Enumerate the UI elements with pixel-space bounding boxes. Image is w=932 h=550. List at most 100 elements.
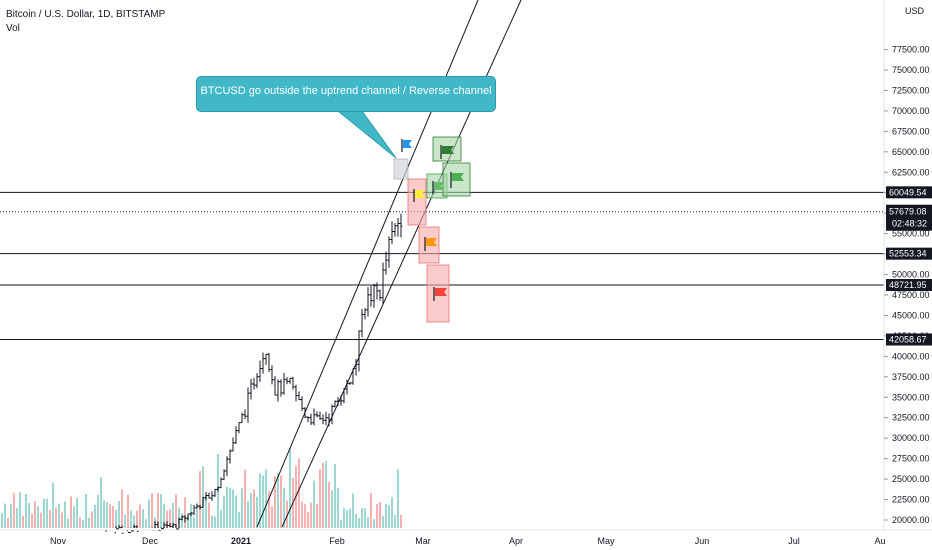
volume-bar [184,497,186,528]
volume-bar [379,502,381,528]
volume-bar [343,507,345,528]
price-level-tag [886,186,932,199]
price-tick-label: 67500.00 [892,126,930,136]
volume-bar [70,496,72,528]
volume-bar [91,511,93,528]
annotation-callout[interactable]: BTCUSD go outside the uptrend channel / … [196,76,496,112]
volume-bar [373,519,375,528]
volume-bar [214,516,216,528]
volume-bar [4,503,6,528]
volume-bar [28,503,30,528]
volume-bar [145,519,147,528]
volume-bar [73,506,75,528]
volume-bar [82,519,84,528]
price-axis[interactable]: 20000.00 22500.00 25000.00 27500.00 30000.00… [883,0,932,530]
price-level-tag-label: 60049.54 [889,187,927,197]
volume-bar [319,469,321,528]
volume-bar [55,507,57,528]
price-tick-label: 70000.00 [892,106,930,116]
volume-bar [22,515,24,528]
price-tick-label: 25000.00 [892,474,930,484]
volume-bar [346,510,348,528]
time-tick-label: Mar [415,536,431,546]
volume-bar [265,469,267,528]
volume-bar [37,506,39,528]
volume-bar [61,512,63,528]
price-tick-label: 47500.00 [892,290,930,300]
price-tick-label: 35000.00 [892,392,930,402]
current-price-tag [886,204,932,231]
volume-bar [139,504,141,528]
volume-bar [64,501,66,528]
callout-pointer [337,110,397,159]
price-tick-label: 20000.00 [892,515,930,525]
price-tick-label: 27500.00 [892,454,930,464]
volume-bar [118,501,120,528]
price-tick-label: 65000.00 [892,147,930,157]
volume-bar [382,516,384,528]
volume-bar [304,504,306,528]
time-axis[interactable]: Nov Dec 2021 Feb Mar Apr May Jun Jul Au [0,529,932,546]
volume-bar [10,504,12,528]
volume-label: Vol [6,23,20,34]
volume-bar [157,492,159,528]
volume-bar [220,510,222,528]
volume-bar [337,488,339,528]
volume-bar [49,509,51,528]
volume-bar [289,448,291,528]
marker-box-gray [393,158,409,180]
volume-bar [277,473,279,528]
countdown-label: 02:48:32 [892,219,927,229]
volume-bar [283,488,285,528]
price-tick-label: 37500.00 [892,372,930,382]
volume-bar [352,493,354,528]
volume-bar [358,518,360,528]
volume-bar [205,494,207,528]
volume-bar [172,502,174,528]
volume-bar [391,496,393,528]
volume-bar [115,509,117,528]
volume-bar [112,505,114,528]
volume-bar [364,508,366,528]
volume-bar [13,492,15,528]
volume-bar [97,494,99,528]
volume-bar [274,475,276,528]
flag-darkgreen-icon [440,145,454,159]
price-level-tag-label: 42058.67 [889,335,927,345]
volume-bar [394,515,396,528]
time-tick-label: Jun [695,536,710,546]
volume-bar [103,500,105,528]
volume-bar [124,514,126,528]
volume-bar [133,515,135,528]
volume-bar [46,499,48,528]
current-price-tag-label: 57679.08 [889,207,927,217]
time-tick-label: May [597,536,615,546]
volume-bar [187,515,189,528]
volume-bar [367,517,369,528]
volume-bar [286,500,288,528]
currency-label: USD [905,6,925,16]
volume-bar [163,503,165,528]
volume-bar [247,501,249,528]
time-tick-label: Au [874,536,885,546]
price-tick-label: 50000.00 [892,270,930,280]
chart-legend: Bitcoin / U.S. Dollar, 1D, BITSTAMP Vol [6,8,165,36]
volume-bar [58,503,60,528]
volume-bars [1,448,402,528]
volume-bar [376,504,378,528]
price-level-tag [886,247,932,260]
volume-bar [109,504,111,528]
volume-bar [142,509,144,528]
volume-bar [106,502,108,528]
volume-bar [199,471,201,528]
price-tick-label: 30000.00 [892,433,930,443]
volume-bar [253,489,255,528]
volume-bar [349,508,351,528]
time-tick-label: Apr [509,536,523,546]
flag-orange-icon [424,237,437,251]
volume-bar [313,480,315,528]
volume-bar [175,494,177,528]
volume-bar [397,469,399,528]
volume-bar [325,461,327,528]
